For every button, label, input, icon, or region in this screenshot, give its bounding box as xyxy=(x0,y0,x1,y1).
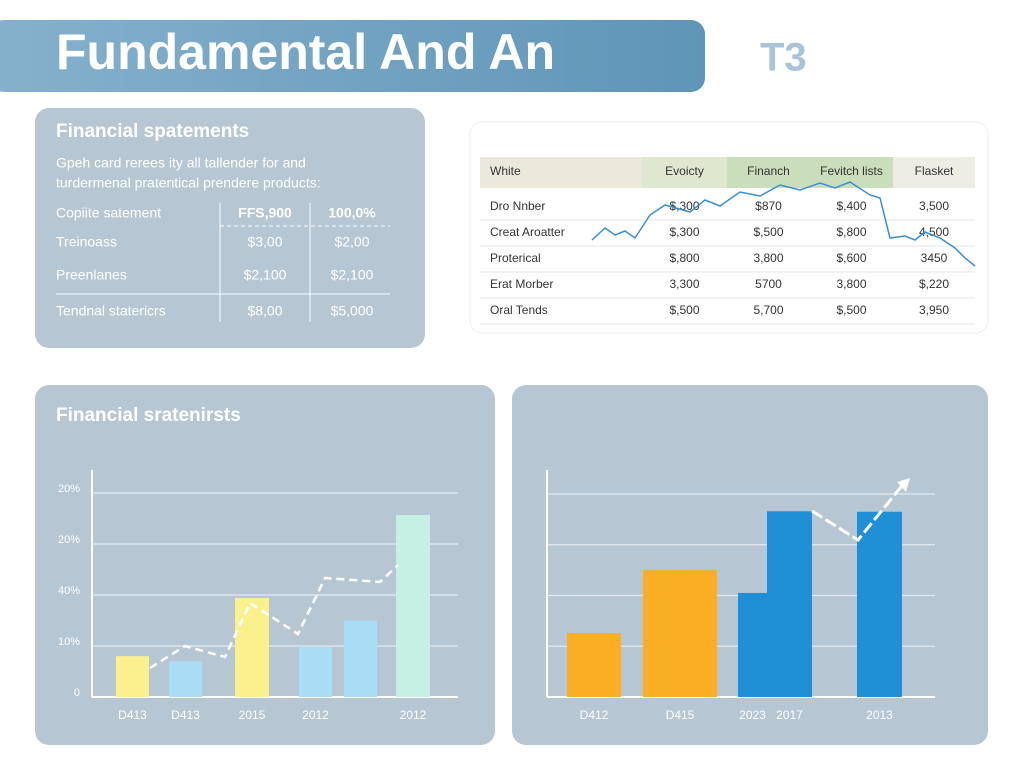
trend-line xyxy=(149,564,399,670)
cell: 3,950 xyxy=(919,303,949,317)
header-cell xyxy=(480,157,642,188)
chart-title: Financial sratenirsts xyxy=(56,405,241,426)
header-cell xyxy=(642,157,727,188)
trend-arrow xyxy=(811,481,907,542)
arrow-head xyxy=(897,478,910,492)
cell: 5700 xyxy=(755,277,782,291)
header-text: Financh xyxy=(747,164,790,178)
y-tick-label: 20% xyxy=(58,483,80,495)
cell: $,400 xyxy=(836,199,866,213)
cell: 3450 xyxy=(921,251,948,265)
header-text: White xyxy=(490,164,521,178)
chart-panel xyxy=(35,385,495,745)
bar xyxy=(738,592,767,697)
y-tick-label: 0 xyxy=(74,687,80,699)
bar xyxy=(643,570,717,697)
cell: $,300 xyxy=(669,225,699,239)
bar xyxy=(567,633,621,697)
cell: $,800 xyxy=(836,225,866,239)
bar xyxy=(169,661,202,697)
header-title: Fundamental And An xyxy=(56,24,555,80)
cell: 3,800 xyxy=(836,277,866,291)
header-cell xyxy=(893,157,975,188)
chart: D412 D415 2023 2017 2013 xyxy=(546,470,935,722)
cell: $8,00 xyxy=(247,303,282,319)
header-cell xyxy=(727,157,810,188)
cell: $,600 xyxy=(836,251,866,265)
cell: 3,800 xyxy=(753,251,783,265)
x-tick-label: 2012 xyxy=(400,708,427,722)
y-tick-label: 10% xyxy=(58,636,80,648)
panel-title: Financial spatements xyxy=(56,121,249,142)
bar xyxy=(344,620,377,697)
bar xyxy=(116,656,149,697)
cell: $,800 xyxy=(669,251,699,265)
cell: Oral Tends xyxy=(490,303,548,317)
x-tick-label: 2015 xyxy=(239,708,266,722)
header-text: Evoicty xyxy=(665,164,704,178)
statement-panel xyxy=(35,108,425,348)
cell: $870 xyxy=(755,199,782,213)
cell: FFS,900 xyxy=(238,205,292,221)
cell: Tendnal statericrs xyxy=(56,303,166,319)
x-tick-label: D415 xyxy=(666,708,695,722)
x-tick-label: 2012 xyxy=(302,708,329,722)
x-tick-label: D412 xyxy=(580,708,609,722)
bar xyxy=(767,511,812,697)
description: turdermenal pratentical prendere product… xyxy=(56,175,321,191)
cell: Creat Aroatter xyxy=(490,225,565,239)
cell: $,500 xyxy=(836,303,866,317)
cell: $3,00 xyxy=(247,234,282,250)
cell: $5,000 xyxy=(331,303,374,319)
cell: $2,100 xyxy=(244,267,287,283)
bar xyxy=(396,514,430,697)
cell: Proterical xyxy=(490,251,541,265)
cell: 3,300 xyxy=(669,277,699,291)
x-tick-label: D413 xyxy=(171,708,200,722)
cell: Dro Nnber xyxy=(490,199,545,213)
cell: 100,0% xyxy=(328,205,376,221)
trend-line xyxy=(591,181,976,267)
x-tick-label: D413 xyxy=(118,708,147,722)
bar xyxy=(299,647,332,697)
x-tick-label: 2023 xyxy=(739,708,766,722)
cell: 5,700 xyxy=(753,303,783,317)
cell: Preenlanes xyxy=(56,267,127,283)
logo: T3 xyxy=(760,36,807,80)
y-tick-label: 20% xyxy=(58,534,80,546)
cell: 4,500 xyxy=(919,225,949,239)
cell: $2,00 xyxy=(334,234,369,250)
cell: $,500 xyxy=(669,303,699,317)
header-text: Flasket xyxy=(915,164,954,178)
bar xyxy=(857,511,902,697)
cell: Copiite satement xyxy=(56,205,161,221)
bar xyxy=(235,598,269,697)
cell: $2,100 xyxy=(331,267,374,283)
statement-rows: Copiite satement FFS,900 100,0% Treinoass $3… xyxy=(56,205,376,319)
cell: $,500 xyxy=(753,225,783,239)
header-text: Fevitch lists xyxy=(820,164,883,178)
x-tick-label: 2017 xyxy=(776,708,803,722)
cell: Erat Morber xyxy=(490,277,553,291)
table: White Evoicty Financh Fevitch lists Flasket D… xyxy=(480,157,975,325)
chart: 0 10% 40% 20% 20% D413 D413 2015 2012 2012 xyxy=(58,470,458,722)
cell: $,220 xyxy=(919,277,949,291)
cell: Treinoass xyxy=(56,234,117,250)
cell: 3,500 xyxy=(919,199,949,213)
x-tick-label: 2013 xyxy=(866,708,893,722)
header-bar xyxy=(0,20,705,92)
y-tick-label: 40% xyxy=(58,585,80,597)
description: Gpeh card rerees ity all tallender for a… xyxy=(56,155,306,171)
